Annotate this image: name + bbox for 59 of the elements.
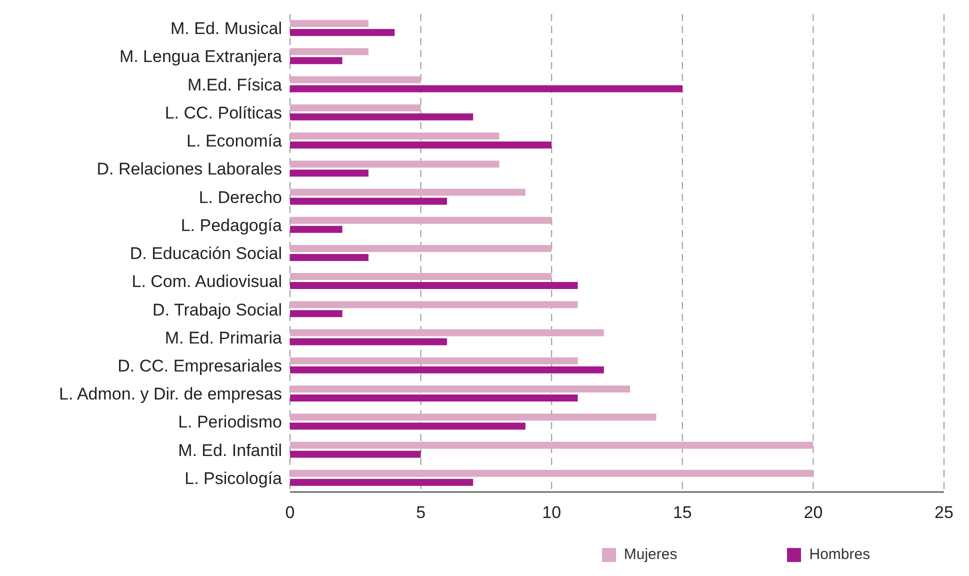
bar (290, 357, 578, 364)
bar (290, 113, 474, 120)
legend-label: Hombres (809, 546, 870, 563)
y-tick-label: L. Economía (186, 132, 283, 151)
bar (290, 141, 552, 148)
y-tick-label: L. Periodismo (178, 412, 282, 432)
y-tick-label: L. Com. Audiovisual (132, 272, 282, 292)
y-tick-label: L. Psicología (184, 468, 283, 488)
y-tick-label: D. Relaciones Laborales (96, 160, 282, 179)
x-tick-label: 15 (672, 503, 692, 522)
bar (290, 188, 526, 196)
y-tick-label: D. Educación Social (130, 244, 282, 264)
x-tick-label: 10 (542, 503, 562, 522)
y-tick-label: M.Ed. Física (188, 75, 283, 94)
bar (290, 160, 500, 168)
bar (290, 386, 630, 393)
bar (290, 104, 421, 112)
bar (290, 414, 656, 421)
bar (290, 366, 604, 374)
x-tick-label: 25 (934, 503, 954, 522)
y-tick-label: L. CC. Políticas (164, 103, 282, 122)
bar (290, 338, 447, 346)
bar (290, 198, 447, 205)
y-tick-label: M. Lengua Extranjera (119, 47, 283, 66)
bar (290, 226, 342, 233)
bar (290, 57, 342, 64)
bar (290, 244, 552, 252)
bar (290, 422, 526, 430)
bar (290, 329, 604, 336)
bar (290, 254, 368, 261)
bar (290, 442, 814, 449)
y-tick-label: M. Ed. Primaria (164, 328, 283, 348)
bar (290, 273, 552, 280)
x-tick-label: 0 (285, 503, 295, 522)
bar (290, 20, 368, 27)
y-tick-label: M. Ed. Infantil (178, 440, 282, 460)
bar (290, 48, 368, 56)
bar (290, 170, 368, 177)
bar (290, 301, 578, 308)
bar (290, 85, 682, 92)
y-tick-label: L. Derecho (198, 188, 282, 207)
y-tick-label: L. Admon. y Dir. de empresas (59, 384, 282, 404)
x-tick-label: 20 (804, 503, 823, 522)
x-tick-label: 5 (416, 503, 426, 522)
y-tick-label: D. CC. Empresariales (118, 356, 282, 376)
bar (290, 450, 421, 458)
bar (290, 132, 500, 140)
bar (290, 478, 474, 486)
bar (290, 216, 552, 224)
y-tick-label: M. Ed. Musical (170, 19, 282, 38)
bar (290, 29, 395, 36)
bar (290, 394, 578, 402)
y-tick-label: D. Trabajo Social (152, 300, 282, 320)
bar (290, 76, 421, 84)
y-tick-label: L. Pedagogía (180, 216, 283, 235)
bar (290, 310, 342, 318)
legend-label: Mujeres (624, 546, 678, 563)
bar (290, 282, 578, 290)
bar (290, 470, 814, 477)
